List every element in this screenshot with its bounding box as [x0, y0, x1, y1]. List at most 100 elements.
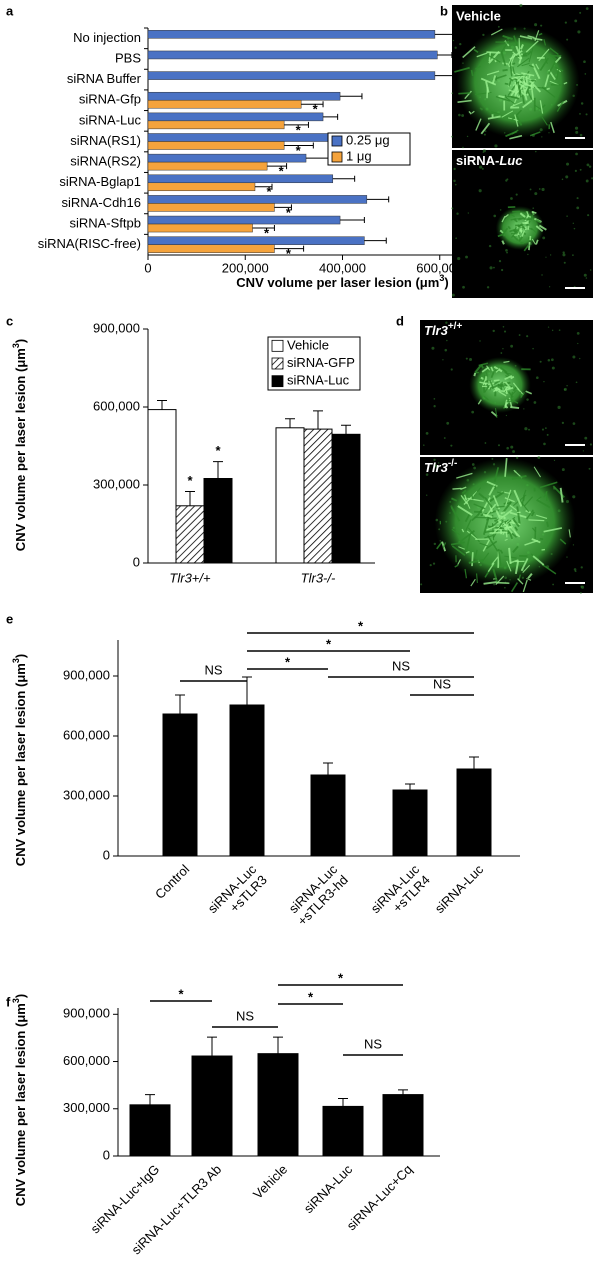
lesion-fiber [528, 519, 545, 522]
lesion-fiber [510, 582, 519, 593]
background-speck [584, 73, 587, 75]
lesion-fiber [450, 541, 465, 546]
background-speck [580, 102, 584, 105]
lesion-fiber [465, 550, 470, 554]
lesion-fiber [505, 521, 509, 531]
lesion-fiber [488, 486, 495, 496]
lesion-fiber [457, 505, 473, 516]
background-speck [458, 113, 461, 117]
background-speck [516, 456, 519, 460]
lesion-fiber [526, 90, 534, 102]
category-label: siRNA-Luc [432, 862, 487, 917]
error-bar [175, 694, 185, 714]
background-speck [483, 133, 486, 136]
lesion-fiber [529, 80, 542, 93]
background-speck [558, 329, 561, 331]
background-speck [482, 151, 484, 153]
category-label: siRNA Buffer [67, 71, 142, 86]
background-speck [498, 260, 502, 263]
lesion-fiber [530, 83, 535, 101]
lesion-fiber [520, 391, 525, 399]
lesion-fiber [494, 367, 502, 372]
y-tick-label: 600,000 [93, 398, 140, 413]
background-speck [425, 432, 429, 435]
comparison-label: * [308, 989, 314, 1004]
legend-label: siRNA-GFP [287, 355, 355, 370]
lesion-fiber [489, 517, 497, 520]
background-speck [429, 564, 432, 567]
bar [147, 112, 324, 122]
lesion-fiber [511, 475, 527, 480]
background-speck [589, 269, 592, 271]
background-speck [543, 442, 546, 446]
background-speck [564, 21, 567, 24]
lesion-fiber [458, 92, 471, 95]
lesion-fiber [490, 411, 498, 417]
panel-letter: a [6, 3, 14, 18]
background-speck [493, 214, 497, 218]
lesion-fiber [454, 564, 459, 568]
background-speck [532, 347, 534, 350]
lesion-fiber [480, 122, 491, 135]
significance-star: * [279, 164, 285, 179]
background-speck [534, 23, 538, 27]
lesion-fiber [486, 365, 491, 371]
lesion-fiber [490, 366, 494, 372]
background-speck [535, 150, 537, 153]
lesion-fiber [535, 514, 548, 519]
background-speck [543, 380, 545, 383]
lesion-fiber [486, 525, 496, 531]
background-speck [499, 209, 502, 211]
lesion-fiber [535, 225, 544, 232]
background-speck [575, 381, 578, 384]
comparison-label: NS [433, 676, 451, 691]
lesion-fiber [516, 227, 520, 234]
category-label: siRNA-Luc [79, 112, 142, 127]
background-speck [492, 329, 495, 333]
lesion-fiber [512, 518, 520, 528]
lesion-fiber [483, 374, 486, 382]
lesion-fiber [541, 116, 548, 126]
lesion-fiber [535, 63, 540, 70]
lesion-fiber [523, 496, 534, 507]
bar [147, 153, 307, 163]
lesion-fiber [521, 230, 526, 237]
lesion-fiber [506, 560, 512, 572]
lesion-fiber [502, 68, 508, 72]
lesion-fiber [465, 519, 472, 531]
background-speck [557, 405, 561, 409]
background-speck [454, 46, 457, 49]
significance-star: * [286, 246, 292, 261]
lesion-fiber [498, 95, 505, 99]
background-speck [540, 24, 543, 27]
lesion-fiber [517, 234, 521, 241]
background-speck [451, 135, 453, 138]
lesion-fiber [530, 553, 540, 559]
lesion-fiber [503, 386, 508, 393]
lesion-fiber [486, 51, 502, 54]
lesion-fiber [524, 539, 539, 546]
lesion-fiber [458, 546, 465, 550]
x-tick-label: 400,000 [319, 260, 366, 275]
lesion-fiber [513, 217, 522, 220]
lesion-fiber [516, 57, 530, 68]
lesion-fiber [497, 548, 502, 566]
error-bar [267, 163, 288, 170]
error-bar [366, 196, 390, 203]
lesion-fiber [460, 495, 468, 505]
lesion-fiber [539, 537, 544, 541]
lesion-fiber [495, 509, 502, 521]
y-tick-label: 600,000 [63, 1053, 110, 1068]
lesion-fiber [533, 37, 543, 41]
error-bar [274, 204, 292, 211]
lesion-fiber [541, 563, 557, 575]
lesion-fiber [522, 579, 528, 593]
lesion-fiber [505, 130, 518, 138]
lesion-fiber [522, 489, 527, 497]
bar [257, 1053, 299, 1157]
bar [331, 433, 361, 564]
comparison-label: * [338, 970, 344, 985]
lesion-fiber [475, 118, 482, 131]
lesion-fiber [531, 238, 536, 245]
background-speck [471, 410, 475, 414]
